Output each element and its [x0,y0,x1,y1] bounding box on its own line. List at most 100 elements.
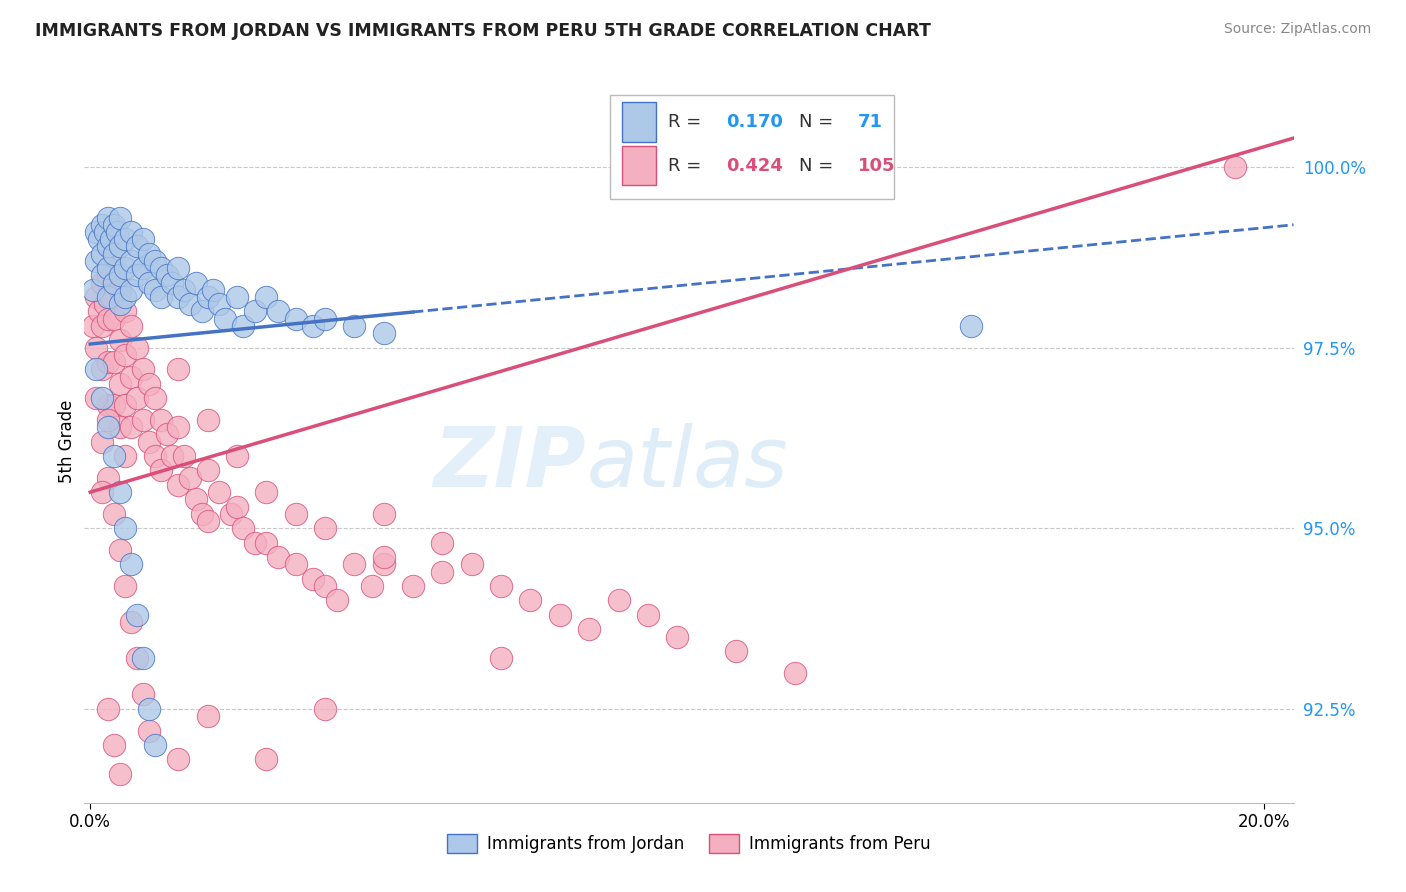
Point [138,246,160,260]
Point [432,565,454,579]
Point [97,471,120,485]
Point [114,579,136,593]
Point [108,376,131,391]
Point [82,318,104,333]
Point [138,276,160,290]
Point [108,211,131,225]
Point [108,239,131,253]
Point [167,478,190,492]
Point [120,420,142,434]
Point [97,420,120,434]
Point [226,290,249,304]
Point [302,572,325,586]
Point [173,283,195,297]
Point [254,485,277,500]
Point [254,290,277,304]
Point [114,399,136,413]
Point [284,558,307,572]
Point [254,752,277,766]
Point [132,232,155,246]
Point [343,558,366,572]
Point [108,485,131,500]
Point [343,318,366,333]
Text: ZIP: ZIP [433,423,586,504]
Point [114,290,136,304]
Text: Source: ZipAtlas.com: Source: ZipAtlas.com [1223,22,1371,37]
Point [190,507,212,521]
Point [132,413,155,427]
Text: 71: 71 [858,113,883,131]
Point [167,752,190,766]
Point [120,254,142,268]
Point [91,318,114,333]
Point [197,290,219,304]
Point [127,607,149,622]
Point [267,304,290,318]
Point [314,521,336,535]
Point [105,225,128,239]
Point [373,558,395,572]
Point [402,579,425,593]
Point [214,311,236,326]
Point [302,318,325,333]
Point [184,492,207,507]
Point [432,535,454,549]
Point [190,304,212,318]
Point [373,550,395,565]
Point [97,261,120,276]
Point [254,535,277,549]
Point [162,276,184,290]
Point [94,297,117,311]
Point [243,304,266,318]
Point [197,463,219,477]
Point [202,283,225,297]
Point [94,225,117,239]
Point [208,297,231,311]
Point [132,362,155,376]
Point [314,311,336,326]
Point [173,449,195,463]
Point [103,261,125,276]
Point [127,239,149,253]
Text: R =: R = [668,113,707,131]
Point [100,290,122,304]
Point [120,558,142,572]
Point [167,290,190,304]
Point [149,290,172,304]
Point [267,550,290,565]
Point [184,276,207,290]
Point [103,276,125,290]
Point [114,304,136,318]
Text: 0.170: 0.170 [727,113,783,131]
Point [97,355,120,369]
Point [108,283,131,297]
Point [167,261,190,276]
Point [489,651,512,665]
Point [91,276,114,290]
Point [226,500,249,514]
Point [84,254,107,268]
Point [127,268,149,283]
Point [208,485,231,500]
Point [97,290,120,304]
Point [637,607,659,622]
Point [97,211,120,225]
Point [84,225,107,239]
Point [103,507,125,521]
Point [197,413,219,427]
Point [132,651,155,665]
Point [138,702,160,716]
Point [138,723,160,738]
Point [120,369,142,384]
Point [143,254,166,268]
Point [108,297,131,311]
Point [108,420,131,434]
Point [100,232,122,246]
Point [326,593,349,607]
Point [114,348,136,362]
Point [103,311,125,326]
Point [97,413,120,427]
Point [91,485,114,500]
Point [91,434,114,449]
Point [149,413,172,427]
